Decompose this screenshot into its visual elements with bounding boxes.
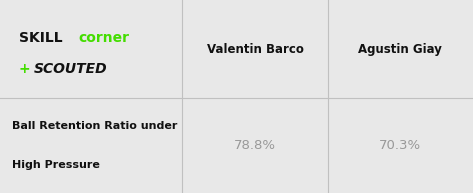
Text: Ball Retention Ratio under: Ball Retention Ratio under [12, 121, 177, 131]
Text: corner: corner [78, 31, 129, 45]
Text: 70.3%: 70.3% [379, 139, 421, 152]
Text: 78.8%: 78.8% [234, 139, 276, 152]
Text: SCOUTED: SCOUTED [34, 62, 108, 75]
Text: +: + [19, 62, 31, 75]
Text: High Pressure: High Pressure [12, 160, 100, 170]
Text: Agustin Giay: Agustin Giay [359, 43, 442, 56]
Text: Valentin Barco: Valentin Barco [207, 43, 303, 56]
Text: SKILL: SKILL [19, 31, 62, 45]
